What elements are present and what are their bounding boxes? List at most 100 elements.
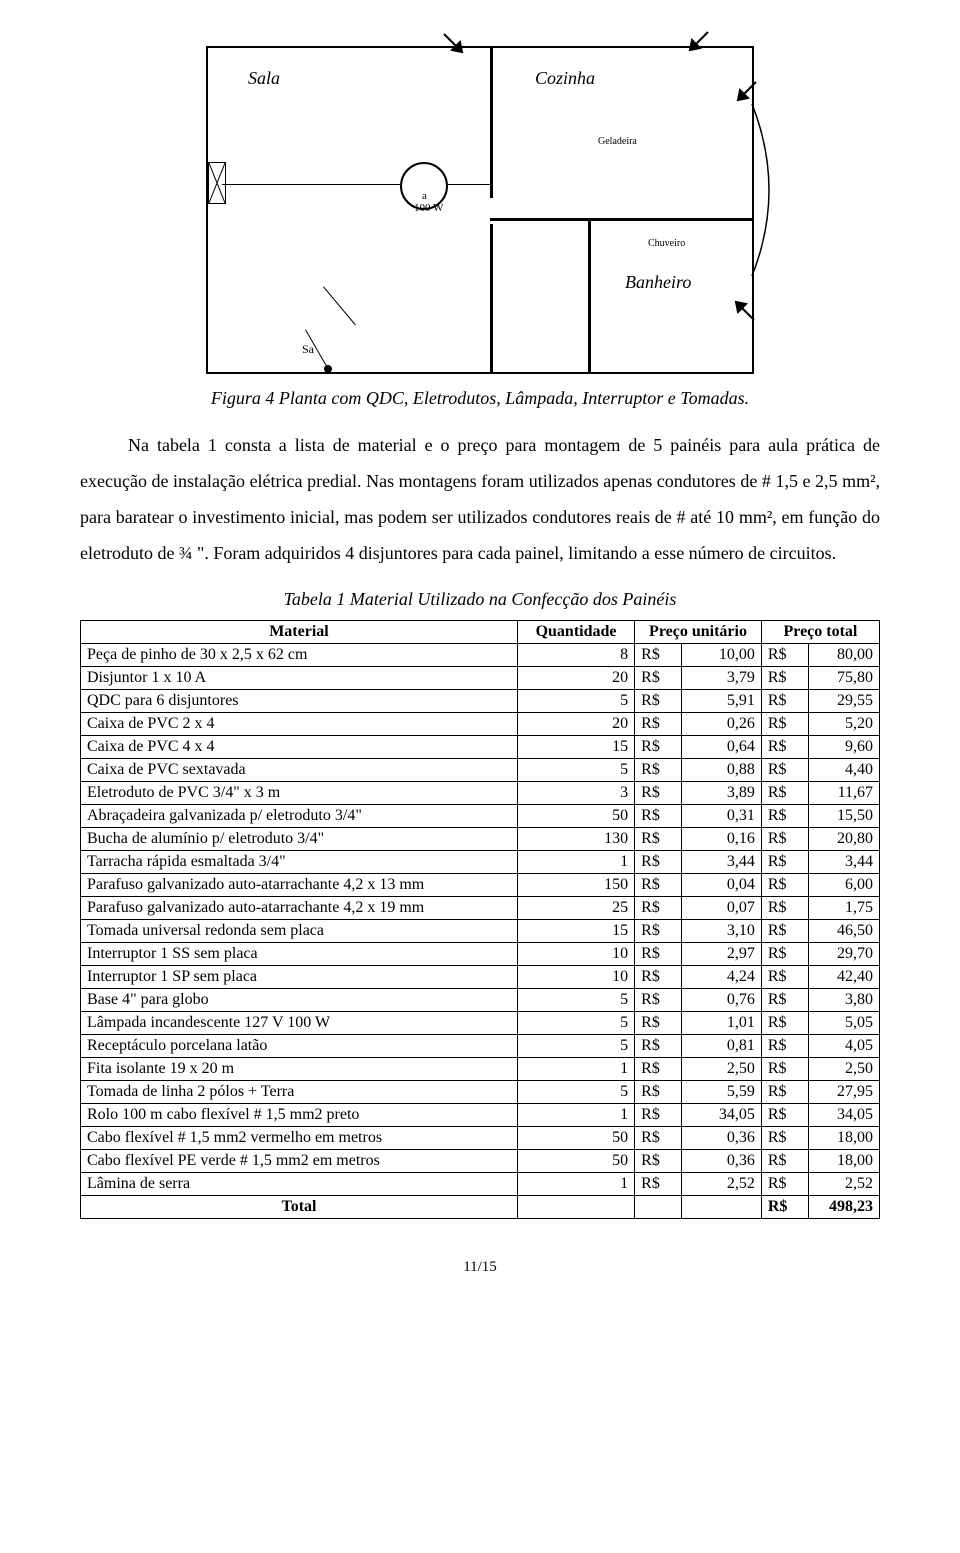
wall-vertical-1b (490, 224, 493, 374)
cell-name: Rolo 100 m cabo flexível # 1,5 mm2 preto (81, 1104, 518, 1127)
cell-unit: 0,81 (682, 1035, 762, 1058)
cell-qty: 3 (517, 782, 634, 805)
cell-unit-cur: R$ (635, 1127, 682, 1150)
cell-total-cur: R$ (761, 1150, 808, 1173)
cell-total-cur: R$ (761, 759, 808, 782)
table-row: Abraçadeira galvanizada p/ eletroduto 3/… (81, 805, 880, 828)
col-total: Preço total (761, 621, 879, 644)
table-row: Tomada de linha 2 pólos + Terra5R$5,59R$… (81, 1081, 880, 1104)
cell-qty: 25 (517, 897, 634, 920)
cell-unit-cur: R$ (635, 1058, 682, 1081)
outlet-arrow-icon (440, 30, 474, 64)
cell-name: Caixa de PVC 4 x 4 (81, 736, 518, 759)
qdc-box (208, 162, 226, 204)
table-row: Peça de pinho de 30 x 2,5 x 62 cm8R$10,0… (81, 644, 880, 667)
table-row: QDC para 6 disjuntores5R$5,91R$29,55 (81, 690, 880, 713)
door-arc-icon (750, 104, 786, 281)
conduit-1 (222, 184, 402, 185)
cell-total-cur: R$ (761, 667, 808, 690)
cell-total: 29,70 (808, 943, 879, 966)
cell-unit: 0,36 (682, 1127, 762, 1150)
table-total-row: TotalR$498,23 (81, 1196, 880, 1219)
cell-total-cur: R$ (761, 943, 808, 966)
cell-total-cur: R$ (761, 690, 808, 713)
cell-total: 34,05 (808, 1104, 879, 1127)
cell-unit-cur: R$ (635, 759, 682, 782)
table-row: Tomada universal redonda sem placa15R$3,… (81, 920, 880, 943)
cell-qty: 20 (517, 713, 634, 736)
cell-unit-cur: R$ (635, 828, 682, 851)
cell-total-cur: R$ (761, 1081, 808, 1104)
cell-unit-cur: R$ (635, 690, 682, 713)
table-row: Bucha de alumínio p/ eletroduto 3/4"130R… (81, 828, 880, 851)
cell-total-cur: R$ (761, 1173, 808, 1196)
materials-table: Material Quantidade Preço unitário Preço… (80, 620, 880, 1219)
col-unit: Preço unitário (635, 621, 762, 644)
cell-unit-cur: R$ (635, 1150, 682, 1173)
table-row: Lâmina de serra1R$2,52R$2,52 (81, 1173, 880, 1196)
cell-unit-cur: R$ (635, 1081, 682, 1104)
lamp-watt: 100 W (414, 202, 443, 214)
cell-total: 29,55 (808, 690, 879, 713)
cell-name: Tarracha rápida esmaltada 3/4" (81, 851, 518, 874)
cell-unit: 5,91 (682, 690, 762, 713)
cell-total: 5,05 (808, 1012, 879, 1035)
cell-total-cur: R$ (761, 828, 808, 851)
cell-name: Fita isolante 19 x 20 m (81, 1058, 518, 1081)
switch-dot-icon (324, 365, 332, 373)
table-row: Caixa de PVC 2 x 420R$0,26R$5,20 (81, 713, 880, 736)
cell-name: Cabo flexível # 1,5 mm2 vermelho em metr… (81, 1127, 518, 1150)
cell-qty: 150 (517, 874, 634, 897)
cell-unit: 3,44 (682, 851, 762, 874)
cell-total: 2,50 (808, 1058, 879, 1081)
cell-unit: 1,01 (682, 1012, 762, 1035)
cell-total: 1,75 (808, 897, 879, 920)
lamp-letter: a (422, 190, 427, 202)
cell-name: Parafuso galvanizado auto-atarrachante 4… (81, 874, 518, 897)
cell-total: 11,67 (808, 782, 879, 805)
cell-unit-cur: R$ (635, 1035, 682, 1058)
cell-total: 80,00 (808, 644, 879, 667)
cell-total: 20,80 (808, 828, 879, 851)
cell-unit: 0,16 (682, 828, 762, 851)
cell-grandtotal-cur: R$ (761, 1196, 808, 1219)
cell-total: 42,40 (808, 966, 879, 989)
cell-unit-cur: R$ (635, 736, 682, 759)
cell-total: 46,50 (808, 920, 879, 943)
cell-total-cur: R$ (761, 782, 808, 805)
cell-total: 27,95 (808, 1081, 879, 1104)
cell-qty: 15 (517, 920, 634, 943)
outlet-arrow-icon (724, 290, 758, 324)
cell-total: 75,80 (808, 667, 879, 690)
room-cozinha: Cozinha (535, 68, 595, 89)
cell-total: 3,80 (808, 989, 879, 1012)
cell-qty: 8 (517, 644, 634, 667)
wall-vertical-2 (588, 218, 591, 374)
cell-total-cur: R$ (761, 644, 808, 667)
switch-label: Sa (302, 342, 314, 357)
wall-vertical-1 (490, 48, 493, 198)
cell-qty: 50 (517, 1127, 634, 1150)
col-qty: Quantidade (517, 621, 634, 644)
cell-total: 3,44 (808, 851, 879, 874)
table-row: Base 4" para globo5R$0,76R$3,80 (81, 989, 880, 1012)
cell-qty: 5 (517, 1012, 634, 1035)
table-row: Fita isolante 19 x 20 m1R$2,50R$2,50 (81, 1058, 880, 1081)
cell-qty: 5 (517, 690, 634, 713)
table-row: Interruptor 1 SS sem placa10R$2,97R$29,7… (81, 943, 880, 966)
page-number: 11/15 (80, 1259, 880, 1276)
table-caption: Tabela 1 Material Utilizado na Confecção… (80, 589, 880, 610)
cell-name: Lâmina de serra (81, 1173, 518, 1196)
cell-total: 18,00 (808, 1127, 879, 1150)
cell-unit: 3,89 (682, 782, 762, 805)
cell-total-cur: R$ (761, 1058, 808, 1081)
table-row: Interruptor 1 SP sem placa10R$4,24R$42,4… (81, 966, 880, 989)
cell-name: Caixa de PVC 2 x 4 (81, 713, 518, 736)
cell-total: 9,60 (808, 736, 879, 759)
cell-qty: 5 (517, 1081, 634, 1104)
cell-name: Base 4" para globo (81, 989, 518, 1012)
cell-name: Bucha de alumínio p/ eletroduto 3/4" (81, 828, 518, 851)
cell-qty: 5 (517, 1035, 634, 1058)
cell-unit-cur: R$ (635, 782, 682, 805)
table-row: Rolo 100 m cabo flexível # 1,5 mm2 preto… (81, 1104, 880, 1127)
